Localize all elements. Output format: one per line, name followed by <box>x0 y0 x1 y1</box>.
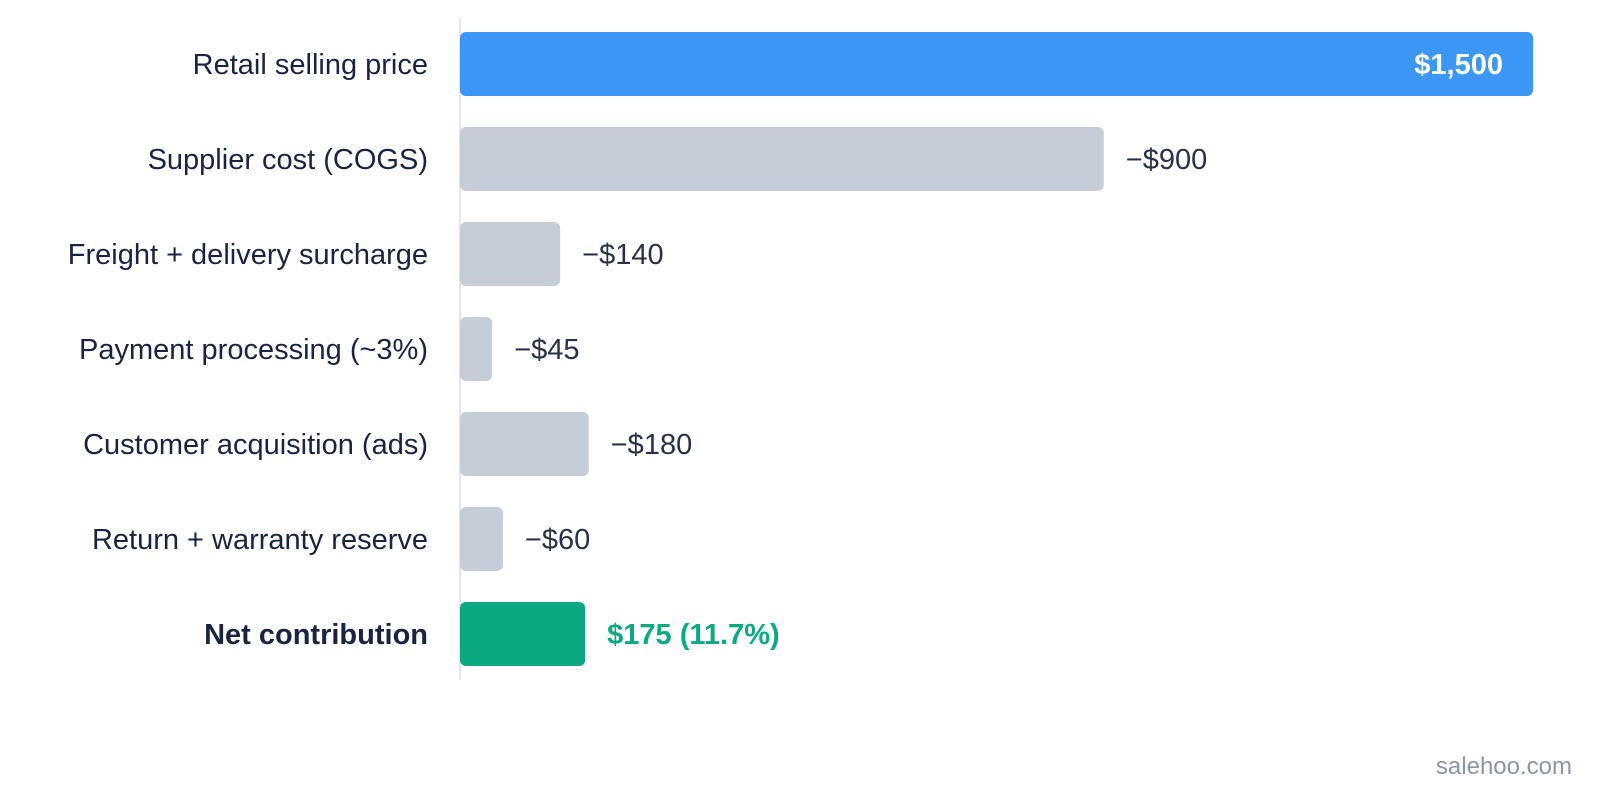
value-label: −$45 <box>514 334 579 366</box>
value-label: $1,500 <box>1414 49 1503 81</box>
category-label: Customer acquisition (ads) <box>83 429 428 461</box>
bar <box>460 317 493 381</box>
category-label: Retail selling price <box>193 49 428 81</box>
value-label: −$900 <box>1126 144 1207 176</box>
category-label: Supplier cost (COGS) <box>148 144 428 176</box>
category-label: Return + warranty reserve <box>92 524 428 556</box>
value-label: −$60 <box>525 524 590 556</box>
bar <box>460 602 586 666</box>
value-label: −$140 <box>582 239 663 271</box>
source-label: salehoo.com <box>1436 753 1572 780</box>
bar <box>460 32 1533 96</box>
category-label: Payment processing (~3%) <box>79 334 428 366</box>
bar <box>460 127 1104 191</box>
value-label: $175 (11.7%) <box>607 619 780 651</box>
bar <box>460 412 589 476</box>
category-label: Freight + delivery surcharge <box>68 239 428 271</box>
bar <box>460 222 561 286</box>
value-label: −$180 <box>611 429 692 461</box>
category-label: Net contribution <box>204 619 428 651</box>
bar <box>460 507 503 571</box>
